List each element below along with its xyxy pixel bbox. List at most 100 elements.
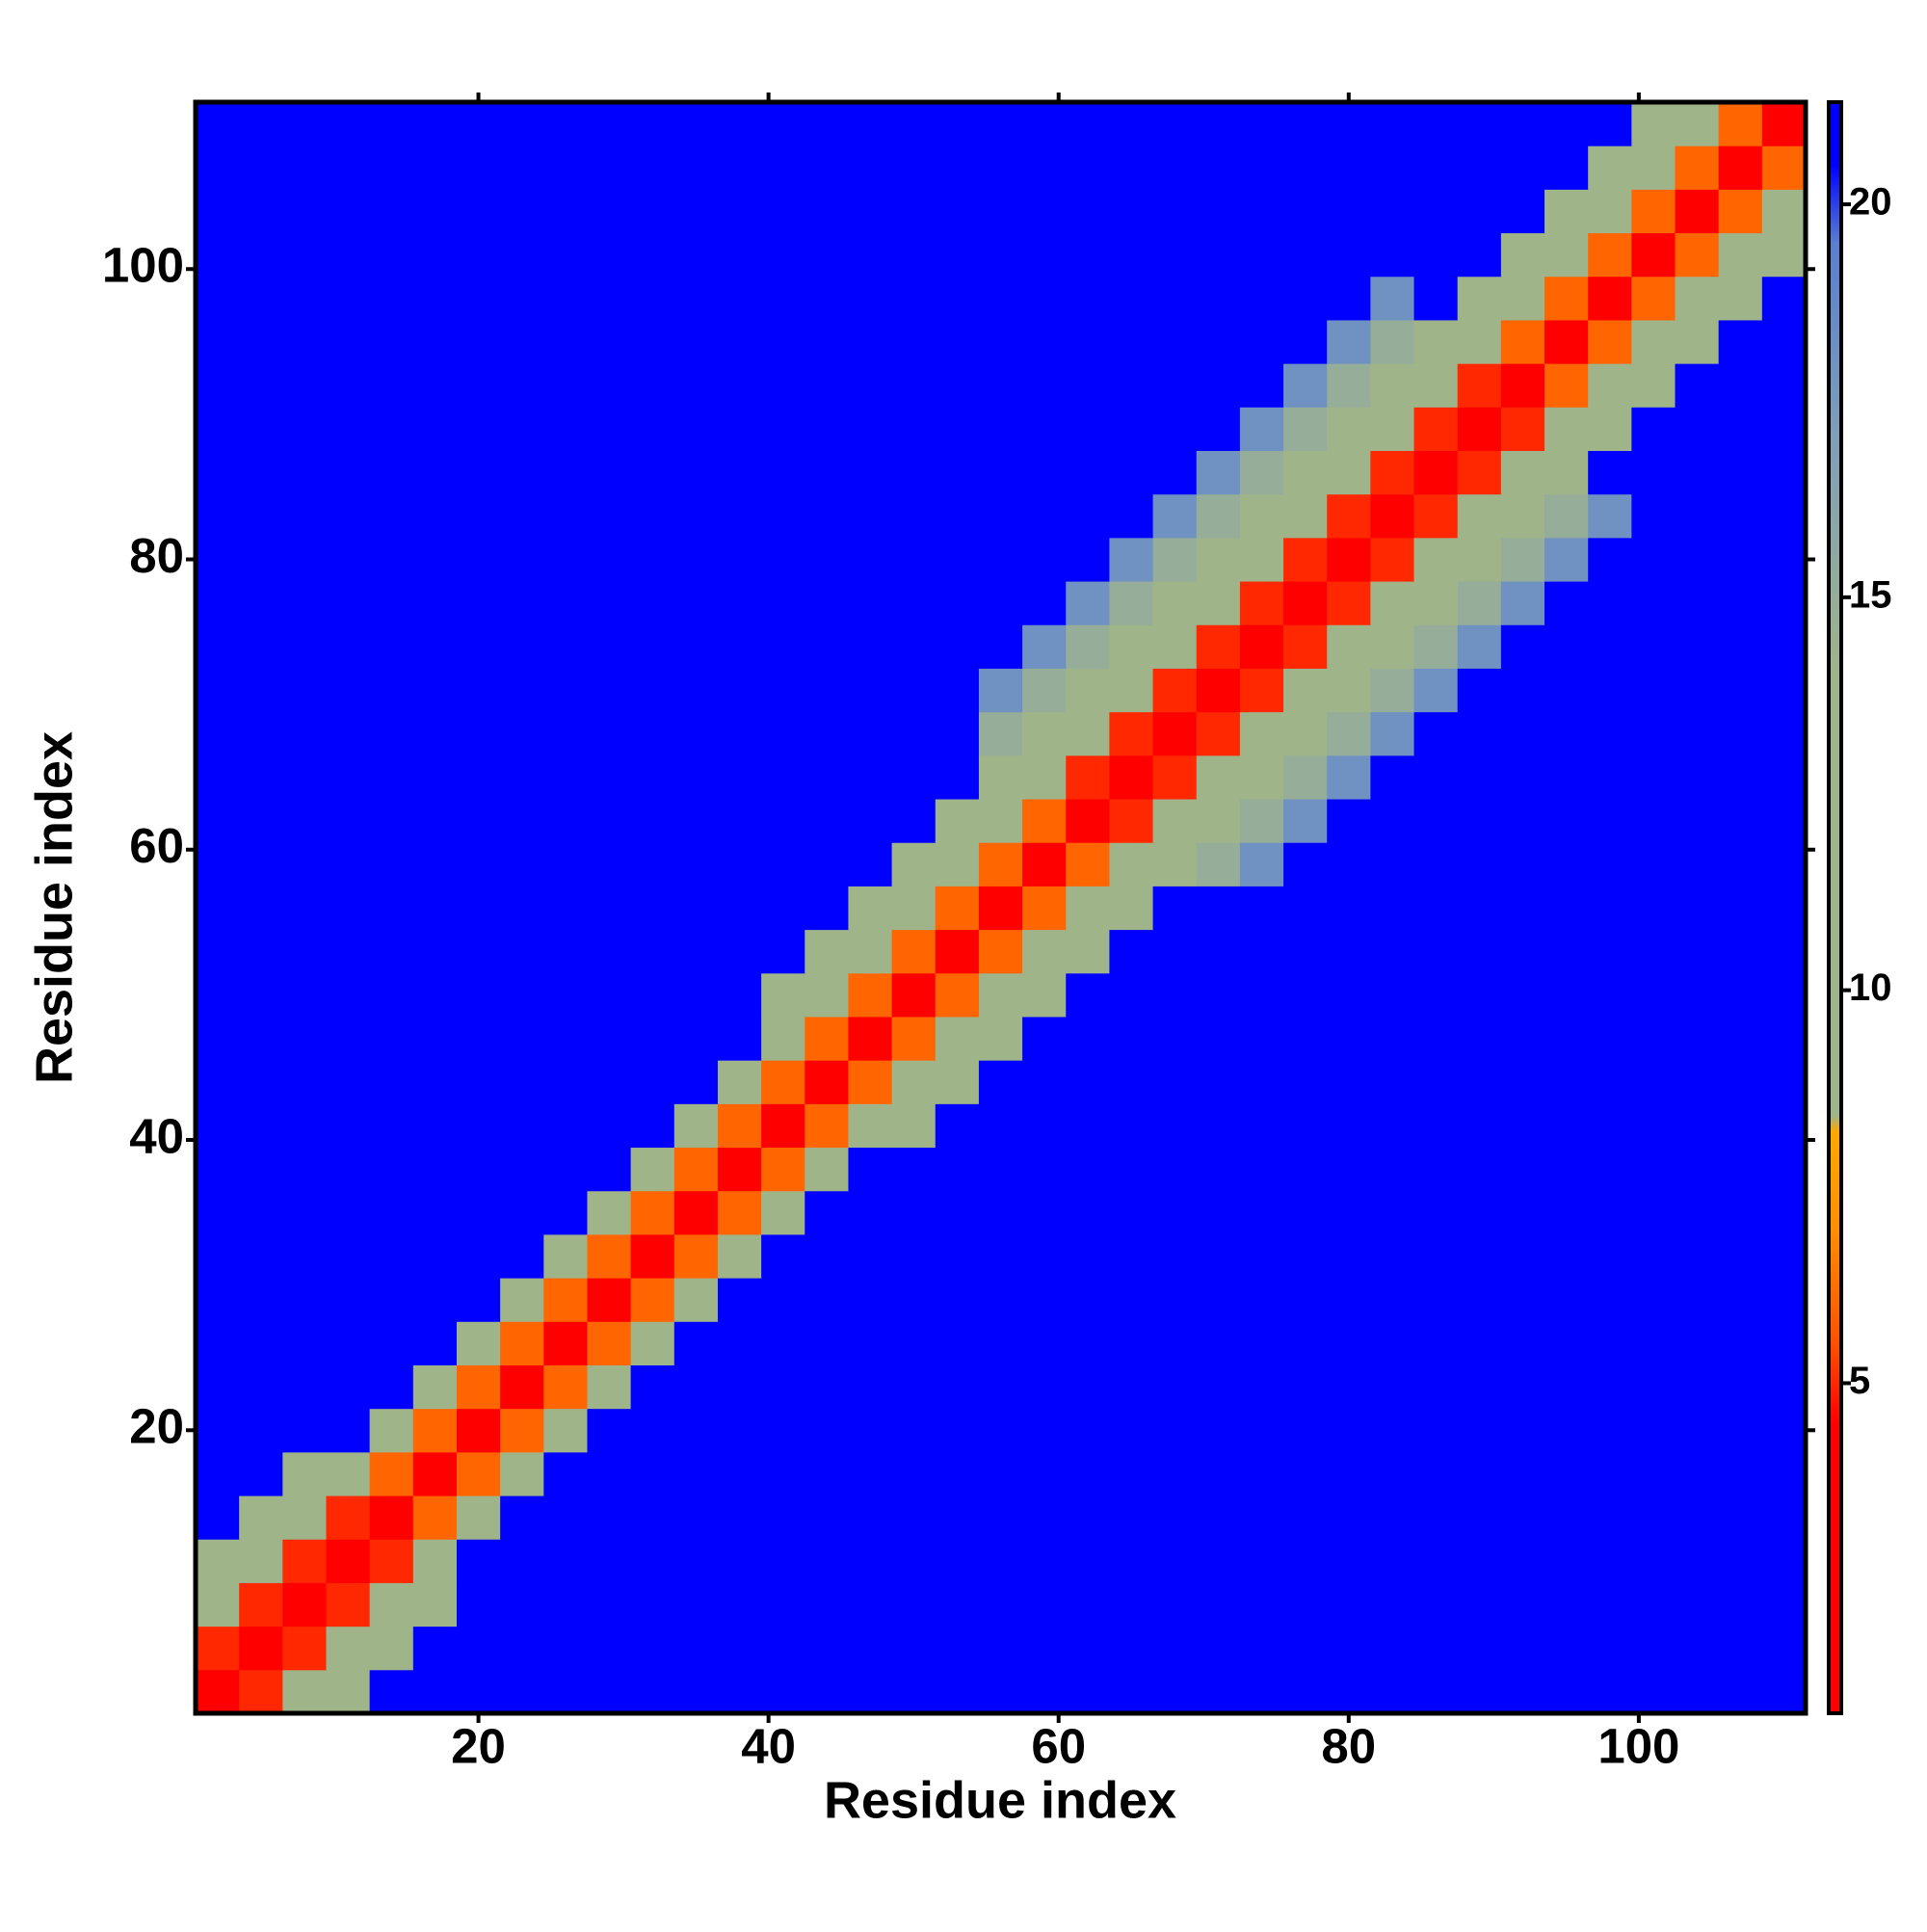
heatmap-cell [1413,1669,1459,1714]
heatmap-cell [630,1103,675,1149]
plot-frame [193,99,1808,1716]
heatmap-cell [1283,319,1328,364]
heatmap-cell [1544,842,1589,887]
heatmap-cell [587,711,632,756]
heatmap-cell [1022,537,1067,582]
colorbar-tick-label: 10 [1849,966,1892,1009]
heatmap-cell [1370,493,1415,539]
heatmap-cell [326,972,371,1018]
heatmap-cell [412,1278,458,1322]
heatmap-cell [1500,842,1545,887]
heatmap-cell [1718,1495,1763,1540]
heatmap-cell [805,581,849,625]
heatmap-cell [1066,537,1110,582]
heatmap-cell [761,1103,805,1149]
heatmap-cell [1675,1495,1720,1540]
heatmap-cell [673,1278,719,1322]
heatmap-cell [369,1626,414,1671]
heatmap-cell [1283,1103,1328,1149]
heatmap-cell [805,754,849,800]
heatmap-cell [891,1539,937,1583]
heatmap-cell [1544,581,1589,625]
heatmap-cell [326,493,371,539]
heatmap-cell [1196,363,1241,408]
heatmap-cell [412,1364,458,1410]
heatmap-cell [1152,668,1198,713]
heatmap-cell [456,450,501,495]
heatmap-cell [1718,537,1763,582]
heatmap-cell [543,1103,588,1149]
heatmap-cell [891,581,937,625]
heatmap-cell [1196,1451,1241,1496]
heatmap-cell [717,189,762,234]
heatmap-cell [1022,232,1067,278]
heatmap-cell [630,102,675,146]
heatmap-cell [456,1016,501,1061]
heatmap-cell [587,799,632,843]
heatmap-cell [1370,363,1415,408]
heatmap-cell [412,1495,458,1540]
heatmap-cell [805,1495,849,1540]
heatmap-cell [673,232,719,278]
heatmap-cell [935,276,980,321]
heatmap-cell [1588,276,1632,321]
heatmap-cell [1239,1408,1284,1453]
heatmap-cell [196,146,240,190]
heatmap-cell [1152,842,1198,887]
heatmap-cell [1066,842,1110,887]
heatmap-cell [1239,1321,1284,1365]
heatmap-cell [412,1190,458,1235]
heatmap-cell [978,1408,1023,1453]
heatmap-cell [1588,711,1632,756]
heatmap-cell [1066,102,1110,146]
heatmap-cell [1544,1495,1589,1540]
heatmap-cell [1239,972,1284,1018]
heatmap-cell [1675,842,1720,887]
heatmap-cell [587,1539,632,1583]
heatmap-cell [1718,799,1763,843]
heatmap-cell [978,537,1023,582]
heatmap-cell [891,1626,937,1671]
heatmap-cell [717,319,762,364]
heatmap-cell [1500,1451,1545,1496]
heatmap-cell [1239,668,1284,713]
heatmap-cell [1196,1669,1241,1714]
heatmap-cell [1370,146,1415,190]
heatmap-cell [717,972,762,1018]
heatmap-cell [1196,146,1241,190]
heatmap-cell [1327,1669,1371,1714]
heatmap-cell [673,1539,719,1583]
heatmap-cell [717,1016,762,1061]
heatmap-cell [891,1451,937,1496]
heatmap-cell [1109,276,1154,321]
heatmap-cell [761,1669,805,1714]
heatmap-cell [326,1321,371,1365]
heatmap-cell [1066,1495,1110,1540]
heatmap-cell [1457,1147,1502,1192]
heatmap-cell [1370,1539,1415,1583]
heatmap-cell [717,1060,762,1104]
heatmap-cell [412,1626,458,1671]
heatmap-cell [239,1103,283,1149]
heatmap-cell [630,1364,675,1410]
heatmap-cell [500,581,544,625]
heatmap-cell [369,1364,414,1410]
heatmap-cell [1370,319,1415,364]
heatmap-cell [717,1321,762,1365]
heatmap-cell [1413,1233,1459,1279]
heatmap-cell [935,711,980,756]
heatmap-cell [456,1669,501,1714]
heatmap-cell [1413,1278,1459,1322]
heatmap-cell [587,1582,632,1628]
heatmap-cell [1196,1364,1241,1410]
heatmap-cell [1761,1582,1807,1628]
heatmap-cell [935,1451,980,1496]
heatmap-cell [717,1364,762,1410]
heatmap-cell [1718,146,1763,190]
heatmap-cell [761,754,805,800]
heatmap-cell [1239,1147,1284,1192]
heatmap-cell [456,1233,501,1279]
heatmap-cell [239,407,283,452]
heatmap-cell [891,1147,937,1192]
heatmap-cell [673,102,719,146]
